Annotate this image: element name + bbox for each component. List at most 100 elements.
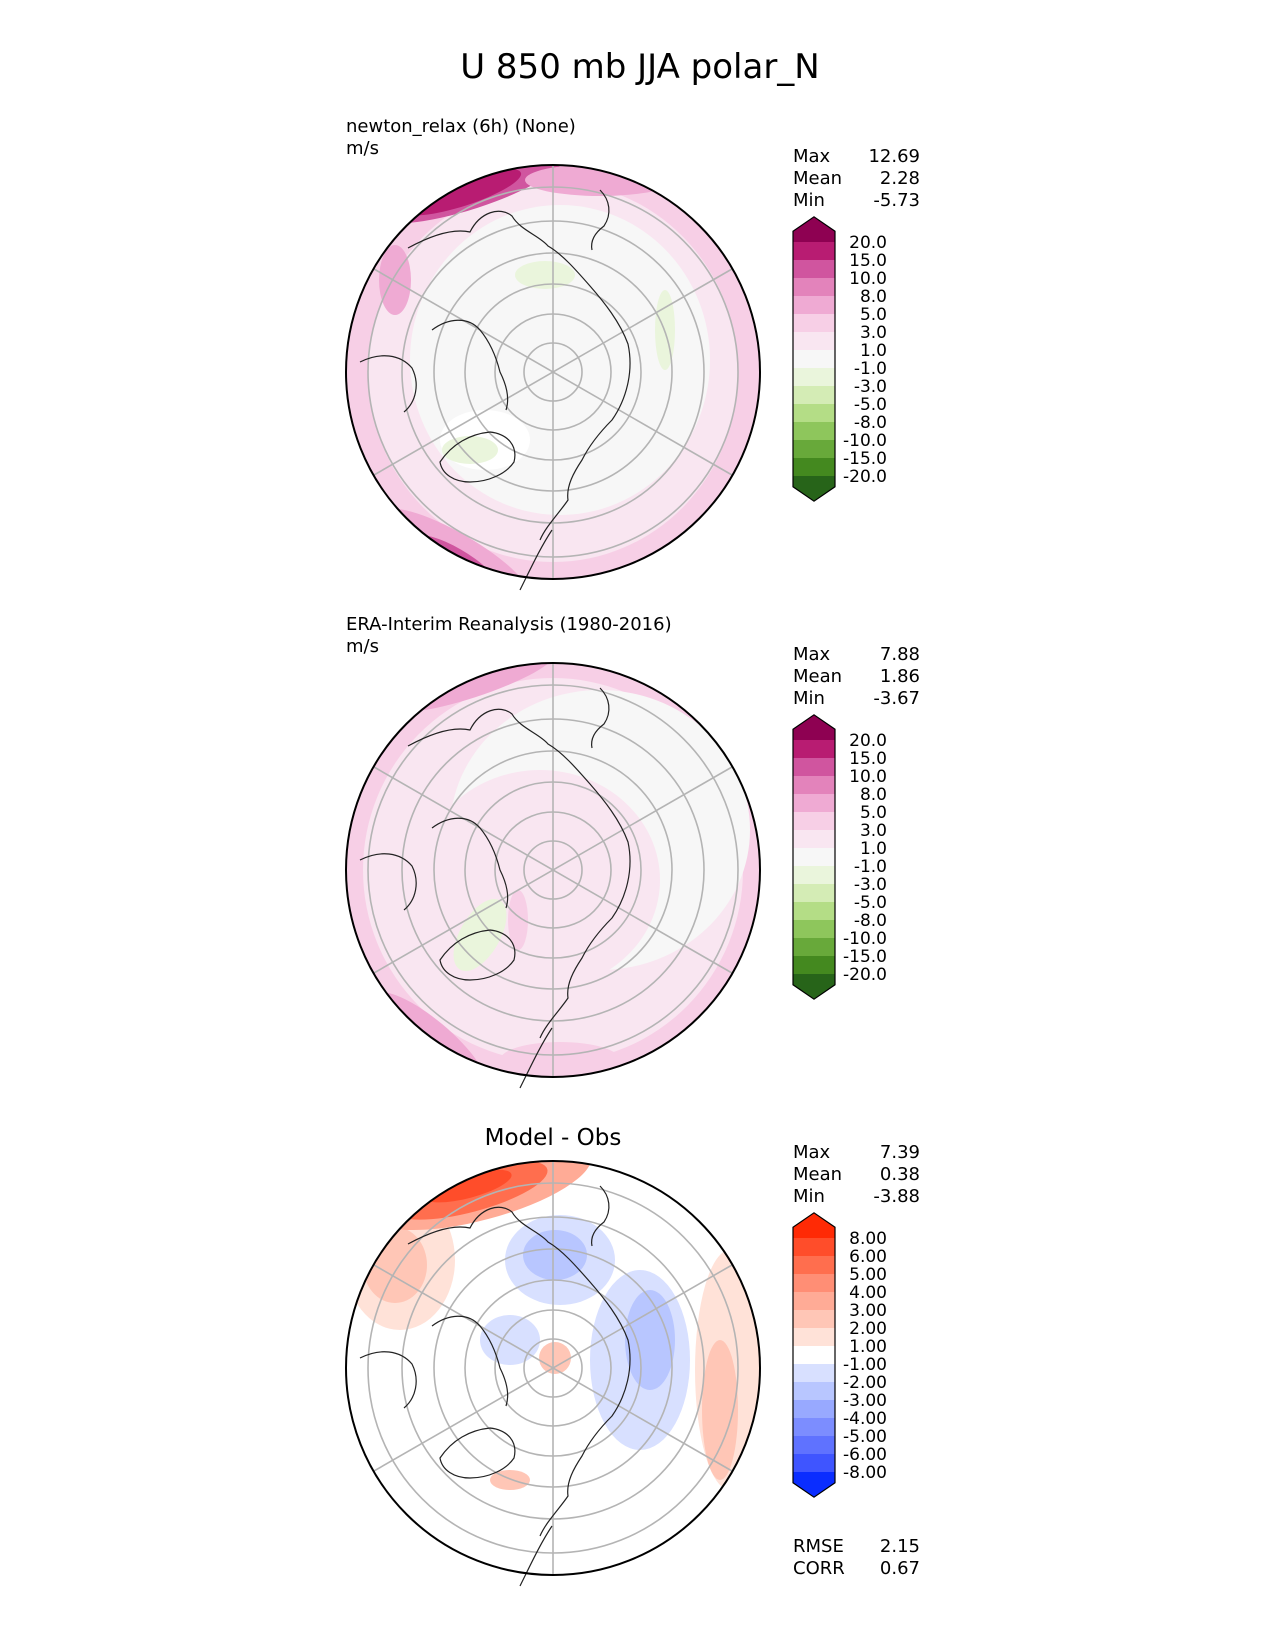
colorbar-tick-label: -6.00 <box>843 1445 887 1465</box>
figure-title: U 850 mb JJA polar_N <box>460 47 820 87</box>
stats-block: Max 7.88 Mean 1.86 Min -3.67 <box>793 644 920 709</box>
colorbar-tick-label: 8.0 <box>860 287 887 307</box>
stat-value: 2.28 <box>880 168 920 189</box>
colorbar-tick-label: -20.0 <box>843 467 887 487</box>
colorbar-segment <box>793 314 835 332</box>
colorbar-tick-label: 5.00 <box>849 1265 887 1285</box>
stat-value: 7.39 <box>880 1142 920 1163</box>
colorbar-segment <box>793 368 835 386</box>
colorbar-outline <box>792 714 836 1000</box>
colorbar-extend-bottom <box>793 1472 835 1498</box>
map-graticule <box>367 165 739 579</box>
colorbar-tick-label: 4.00 <box>849 1283 887 1303</box>
colorbar-segment <box>793 1364 835 1382</box>
colorbar-segment <box>793 794 835 812</box>
map-boundary <box>345 1160 761 1576</box>
colorbar-segment <box>793 1274 835 1292</box>
colorbar-tick-label: 8.00 <box>849 1229 887 1249</box>
colorbar-tick-label: -8.00 <box>843 1463 887 1483</box>
panel-title: newton_relax (6h) (None) <box>346 116 576 137</box>
colorbar-tick-label: -3.0 <box>854 377 887 397</box>
colorbar-segment <box>793 1382 835 1400</box>
colorbar-segment <box>793 278 835 296</box>
colorbar-tick-label: 1.0 <box>860 839 887 859</box>
colorbar-tick-label: -2.00 <box>843 1373 887 1393</box>
colorbar-segment <box>793 902 835 920</box>
colorbar: 20.015.010.08.05.03.01.0-1.0-3.0-5.0-8.0… <box>792 216 887 502</box>
colorbar-tick-label: -5.0 <box>854 893 887 913</box>
stat-value: -5.73 <box>873 190 920 211</box>
stat-label: Mean <box>793 168 842 189</box>
colorbar-segment <box>793 1256 835 1274</box>
colorbar-tick-label: 6.00 <box>849 1247 887 1267</box>
colorbar-tick-label: 3.0 <box>860 323 887 343</box>
rmse-value: 2.15 <box>880 1536 920 1557</box>
stat-label: Max <box>793 1142 831 1163</box>
stat-label: Mean <box>793 1164 842 1185</box>
corr-value: 0.67 <box>880 1558 920 1579</box>
colorbar-tick-label: 20.0 <box>849 233 887 253</box>
colorbar-segment <box>793 830 835 848</box>
map-graticule <box>367 1161 739 1575</box>
colorbar-tick-label: -5.00 <box>843 1427 887 1447</box>
colorbar: 20.015.010.08.05.03.01.0-1.0-3.0-5.0-8.0… <box>792 714 887 1000</box>
stat-value: 1.86 <box>880 666 920 687</box>
colorbar-tick-label: -15.0 <box>843 449 887 469</box>
colorbar-segment <box>793 332 835 350</box>
panel-units: m/s <box>346 138 379 159</box>
map-field <box>346 663 760 1077</box>
stat-value: -3.88 <box>873 1186 920 1207</box>
colorbar-tick-label: -15.0 <box>843 947 887 967</box>
colorbar-tick-label: -5.0 <box>854 395 887 415</box>
colorbar-tick-label: 10.0 <box>849 269 887 289</box>
stat-label: Min <box>793 688 825 709</box>
corr-label: CORR <box>793 1558 845 1579</box>
colorbar-extend-top <box>793 1212 835 1238</box>
colorbar-segment <box>793 848 835 866</box>
map-boundary <box>345 164 761 580</box>
colorbar-segment <box>793 350 835 368</box>
colorbar-tick-label: -3.0 <box>854 875 887 895</box>
colorbar-tick-label: -10.0 <box>843 929 887 949</box>
stat-value: -3.67 <box>873 688 920 709</box>
panel-units: m/s <box>346 636 379 657</box>
colorbar-outline <box>792 216 836 502</box>
colorbar-segment <box>793 1400 835 1418</box>
colorbar-segment <box>793 440 835 458</box>
colorbar-tick-label: 5.0 <box>860 803 887 823</box>
stat-value: 12.69 <box>868 146 920 167</box>
colorbar-tick-label: 1.00 <box>849 1337 887 1357</box>
colorbar-tick-label: -1.0 <box>854 857 887 877</box>
colorbar-segment <box>793 404 835 422</box>
colorbar-tick-label: -3.00 <box>843 1391 887 1411</box>
colorbar-segment <box>793 458 835 476</box>
colorbar-segment <box>793 776 835 794</box>
colorbar-tick-label: -1.0 <box>854 359 887 379</box>
colorbar-tick-label: 15.0 <box>849 749 887 769</box>
panel-difference: Model - Obs <box>345 1125 920 1587</box>
colorbar-tick-label: 20.0 <box>849 731 887 751</box>
stat-label: Min <box>793 190 825 211</box>
colorbar-segment <box>793 1310 835 1328</box>
colorbar-tick-label: -1.00 <box>843 1355 887 1375</box>
map-graticule <box>367 663 739 1077</box>
colorbar-segment <box>793 1328 835 1346</box>
colorbar-segment <box>793 1346 835 1364</box>
colorbar-segment <box>793 884 835 902</box>
colorbar-tick-label: -20.0 <box>843 965 887 985</box>
stat-label: Mean <box>793 666 842 687</box>
stat-label: Max <box>793 644 831 665</box>
map-field <box>346 1161 760 1575</box>
colorbar-tick-label: 3.0 <box>860 821 887 841</box>
stat-value: 0.38 <box>880 1164 920 1185</box>
colorbar-tick-label: 15.0 <box>849 251 887 271</box>
colorbar-tick-label: 2.00 <box>849 1319 887 1339</box>
stat-value: 7.88 <box>880 644 920 665</box>
colorbar-extend-top <box>793 714 835 740</box>
colorbar-segment <box>793 1238 835 1256</box>
stat-label: Min <box>793 1186 825 1207</box>
colorbar-segment <box>793 1292 835 1310</box>
stat-label: Max <box>793 146 831 167</box>
colorbar-tick-label: 3.00 <box>849 1301 887 1321</box>
